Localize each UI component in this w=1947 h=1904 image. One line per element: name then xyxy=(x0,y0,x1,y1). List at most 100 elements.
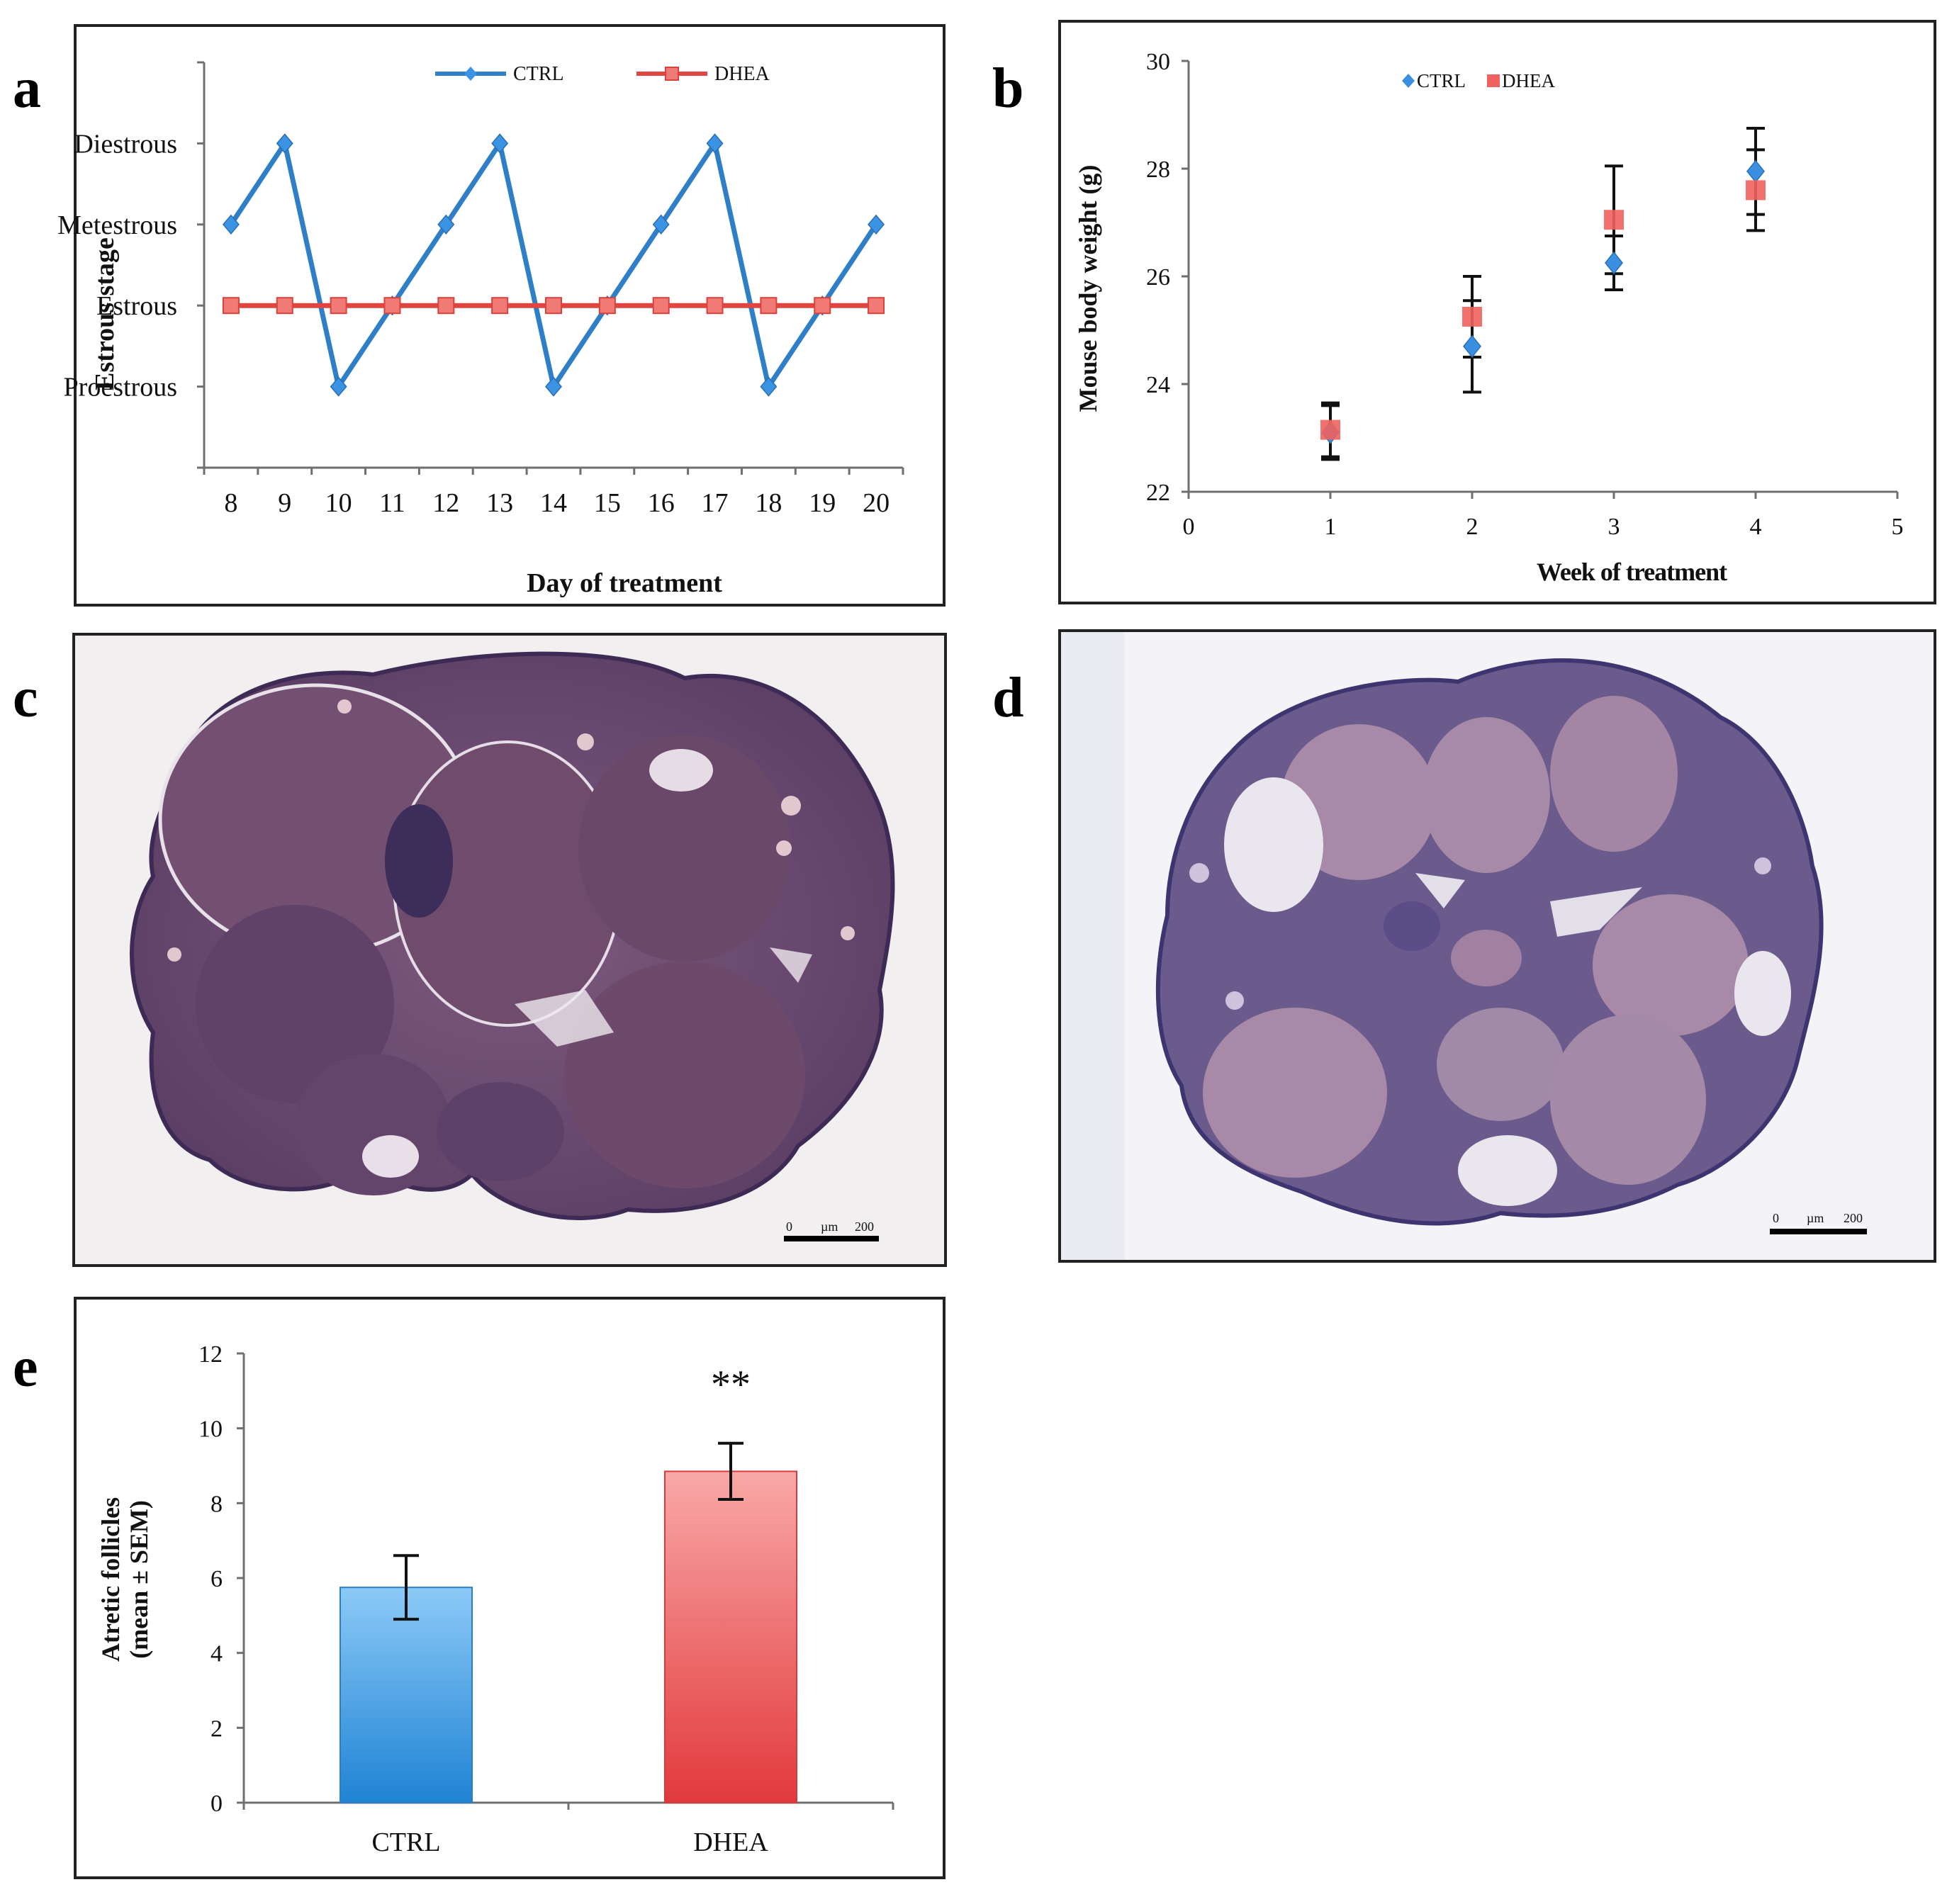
chart-a-x-tick-label: 12 xyxy=(432,488,459,518)
follicle-d-2 xyxy=(1423,717,1550,873)
chart-b-y-tick-label: 24 xyxy=(1146,372,1170,398)
chart-b-y-tick-label: 30 xyxy=(1146,49,1170,75)
chart-b-legend-label-dhea: DHEA xyxy=(1502,70,1555,91)
ovary-section-c: 0 µm 200 xyxy=(130,651,895,1241)
chart-a-point-ctrl xyxy=(276,133,293,154)
chart-a-point-dhea xyxy=(760,297,778,315)
follicle-d-9 xyxy=(1384,901,1440,951)
chart-b-x-tick-label: 3 xyxy=(1608,514,1620,540)
antrum-d-3 xyxy=(1734,951,1791,1036)
chart-a-point-dhea xyxy=(276,297,293,315)
chart-a-point-dhea xyxy=(330,297,347,315)
scale-label-c-end: 200 xyxy=(855,1219,874,1234)
chart-a-point-dhea xyxy=(491,297,509,315)
chart-b-x-tick-label: 2 xyxy=(1466,514,1479,540)
follicle-c-7 xyxy=(437,1082,564,1181)
antrum-d-1 xyxy=(1224,777,1323,912)
chart-e-y-tick-label: 6 xyxy=(211,1566,223,1592)
scale-label-d-end: 200 xyxy=(1844,1211,1863,1225)
follicle-d-5 xyxy=(1437,1008,1564,1121)
chart-e-x-tick-label: DHEA xyxy=(693,1827,768,1857)
chart-a-point-dhea xyxy=(652,297,670,315)
chart-a-legend-marker-ctrl xyxy=(464,67,477,81)
follicle-d-7 xyxy=(1550,1015,1706,1185)
scale-label-d-start: 0 xyxy=(1773,1211,1779,1225)
chart-a-point-ctrl xyxy=(491,133,509,154)
chart-e-y-tick-label: 8 xyxy=(211,1491,223,1517)
chart-b-y-tick-label: 28 xyxy=(1146,157,1170,183)
chart-a-legend-marker-dhea xyxy=(665,67,679,81)
chart-a-point-ctrl xyxy=(706,133,724,154)
chart-a-point-ctrl xyxy=(760,376,778,397)
follicle-d-3 xyxy=(1550,696,1678,852)
chart-b-point-dhea xyxy=(1462,307,1482,327)
follicle-c-4 xyxy=(196,905,394,1103)
chart-e-ylabel-line2: (mean ± SEM) xyxy=(125,1500,153,1659)
scale-label-c-unit: µm xyxy=(821,1219,838,1234)
chart-e-y-tick-label: 4 xyxy=(211,1641,223,1667)
panel-label-c: c xyxy=(13,667,38,729)
chart-a-xlabel: Day of treatment xyxy=(527,568,722,598)
follicle-c-6 xyxy=(295,1054,451,1195)
chart-a-point-ctrl xyxy=(545,376,562,397)
chart-b-point-dhea xyxy=(1746,180,1766,201)
chart-b-point-dhea xyxy=(1604,210,1624,230)
chart-b-point-ctrl xyxy=(1463,334,1481,359)
chart-b-x-tick-label: 1 xyxy=(1325,514,1337,540)
chart-a-y-tick-label: Proestrous xyxy=(64,373,177,402)
chart-a-point-dhea xyxy=(598,297,616,315)
follicle-c-5 xyxy=(564,962,805,1188)
chart-a-point-ctrl xyxy=(222,214,240,235)
chart-b-y-tick-label: 26 xyxy=(1146,264,1170,291)
panel-label-b: b xyxy=(992,57,1024,120)
ovary-section-d: 0 µm 200 xyxy=(1061,632,1867,1260)
chart-b-x-tick-label: 5 xyxy=(1892,514,1904,540)
chart-b-x-tick-label: 0 xyxy=(1183,514,1195,540)
chart-a-series-line-ctrl xyxy=(229,137,878,393)
chart-a-x-tick-label: 10 xyxy=(325,488,352,518)
chart-e-x-tick-label: CTRL xyxy=(371,1827,440,1857)
chart-b-y-tick-label: 22 xyxy=(1146,480,1170,506)
chart-a-point-dhea xyxy=(437,297,455,315)
chart-b-x-tick-label: 4 xyxy=(1750,514,1762,540)
panel-label-d: d xyxy=(992,667,1024,729)
chart-a-x-tick-label: 13 xyxy=(486,488,513,518)
scale-label-d-unit: µm xyxy=(1807,1211,1824,1225)
chart-b-ylabel: Mouse body weight (g) xyxy=(1074,165,1102,412)
chart-a-point-dhea xyxy=(383,297,401,315)
chart-a-point-dhea xyxy=(814,297,831,315)
chart-a-ylabel: Estrous stage xyxy=(90,237,120,390)
antrum-c-1 xyxy=(649,749,713,792)
chart-a-point-dhea xyxy=(706,297,724,315)
antrum-d-2 xyxy=(1458,1135,1557,1206)
chart-e-significance-annotation: ** xyxy=(711,1363,751,1407)
micrograph-c: 0 µm 200 xyxy=(72,633,947,1267)
chart-e-frame: 0 2 4 6 8 10 12 CTRL DHEA ** Atretic follicles (… xyxy=(74,1297,946,1879)
chart-a-point-ctrl xyxy=(330,376,347,397)
atretic-follicles-chart: 0 2 4 6 8 10 12 CTRL DHEA ** Atretic follicles (… xyxy=(96,1341,894,1857)
follicle-d-8 xyxy=(1451,930,1522,986)
chart-e-bar-dhea xyxy=(664,1470,797,1804)
micrograph-d: 0 µm 200 xyxy=(1058,629,1936,1263)
follicle-d-4 xyxy=(1593,894,1749,1036)
chart-e-bar-ctrl xyxy=(340,1587,473,1803)
chart-b-frame: 22 24 26 28 30 0 1 2 3 4 5 CTRL DHEA Mouse body wei… xyxy=(1058,20,1936,604)
chart-a-x-tick-label: 18 xyxy=(755,488,782,518)
chart-a-x-tick-label: 9 xyxy=(278,488,291,518)
chart-e-y-tick-label: 10 xyxy=(198,1416,223,1443)
chart-a-x-tick-label: 8 xyxy=(224,488,237,518)
chart-a-x-tick-label: 19 xyxy=(809,488,836,518)
chart-b-point-ctrl xyxy=(1605,251,1623,275)
chart-a-frame: Proestrous Estrous Metestrous Diestrous 8 9 10… xyxy=(57,24,946,607)
chart-b-xlabel: Week of treatment xyxy=(1537,558,1727,586)
chart-a-x-tick-label: 14 xyxy=(540,488,567,518)
chart-a-point-ctrl xyxy=(652,214,670,235)
scale-label-c-start: 0 xyxy=(786,1219,792,1234)
chart-a-legend-label-dhea: DHEA xyxy=(714,63,770,85)
chart-a-y-tick-label: Diestrous xyxy=(74,129,177,159)
chart-e-y-tick-label: 12 xyxy=(198,1341,223,1368)
panel-label-e: e xyxy=(13,1336,38,1399)
panel-label-a: a xyxy=(13,57,41,120)
follicle-d-6 xyxy=(1203,1008,1387,1178)
chart-b-point-ctrl xyxy=(1746,159,1765,184)
